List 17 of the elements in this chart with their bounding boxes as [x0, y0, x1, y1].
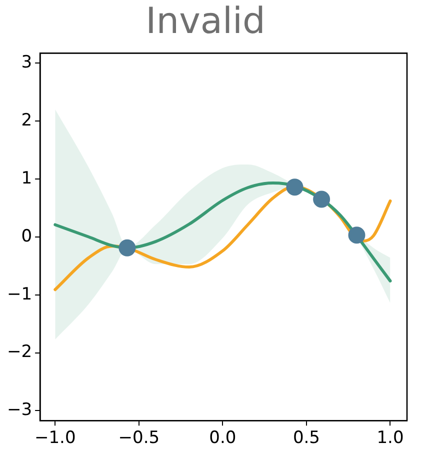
y-tick-label: 1: [21, 168, 32, 188]
y-tick-label: 3: [21, 52, 32, 72]
x-tick-label: −1.0: [34, 428, 76, 448]
y-tick-label: 0: [21, 226, 32, 246]
x-tick-label: 0.5: [292, 428, 320, 448]
y-tick-label: −2: [7, 342, 32, 362]
point: [118, 239, 136, 256]
chart-title: Invalid: [146, 0, 266, 42]
y-tick-label: −1: [7, 284, 32, 304]
point: [313, 190, 330, 208]
y-tick-label: −3: [7, 400, 32, 420]
point: [286, 178, 304, 196]
x-tick-label: 1.0: [376, 428, 404, 448]
x-tick-label: −0.5: [118, 428, 160, 448]
y-tick-label: 2: [21, 110, 32, 130]
point: [348, 226, 366, 244]
x-tick-label: 0.0: [209, 428, 236, 448]
